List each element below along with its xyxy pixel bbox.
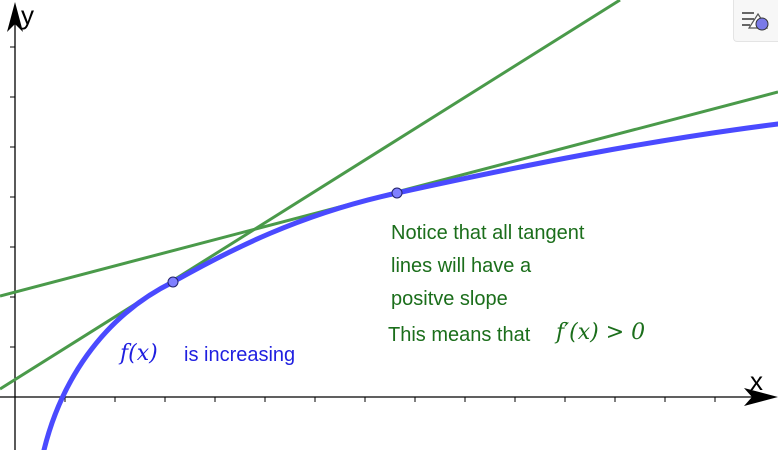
tangent-point-2[interactable]: [391, 187, 403, 199]
graphics-menu-icon: [742, 12, 769, 31]
y-axis-ticks: [10, 46, 15, 348]
notice-text-line1: Notice that all tangent: [391, 222, 585, 244]
x-axis-label: x: [750, 366, 763, 396]
tangent-point-1[interactable]: [167, 276, 179, 288]
graphics-menu-button[interactable]: [733, 0, 778, 42]
derivative-inequality: f′(x) > 0: [556, 320, 646, 345]
y-axis-arrow-icon: [7, 2, 23, 32]
y-axis-label: y: [21, 0, 34, 30]
x-axis-arrow-icon: [744, 388, 778, 406]
x-axis-ticks: [64, 397, 716, 402]
notice-text-line2: lines will have a: [391, 255, 532, 277]
function-curve: [41, 121, 778, 450]
increasing-text: is increasing: [184, 344, 296, 366]
tangent-line-steep: [0, 0, 621, 391]
notice-text-line3: positve slope: [391, 288, 508, 310]
function-name-label: f(x): [120, 341, 158, 366]
means-text: This means that: [388, 324, 531, 346]
